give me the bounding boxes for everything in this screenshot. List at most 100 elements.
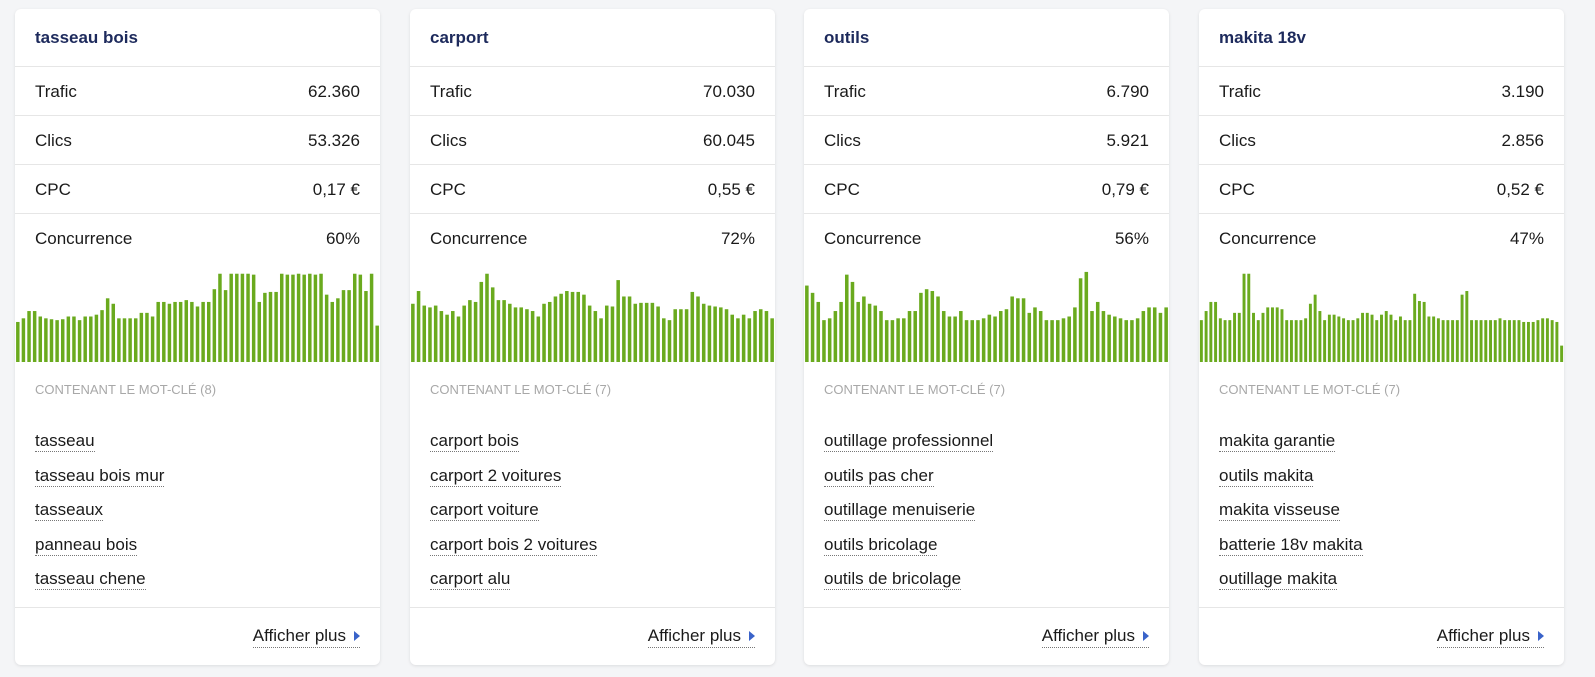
keyword-link[interactable]: tasseau chene	[35, 569, 146, 590]
trend-bar	[1073, 307, 1077, 362]
trend-bar	[1304, 318, 1308, 362]
trend-bar	[964, 320, 969, 362]
trend-bar	[156, 301, 160, 362]
keyword-link[interactable]: outils bricolage	[824, 534, 938, 556]
trend-bar	[1214, 301, 1218, 362]
show-more-link[interactable]: Afficher plus	[647, 626, 755, 648]
trend-bar	[1095, 301, 1100, 362]
trend-bar	[736, 318, 740, 362]
list-item: outils pas cher	[824, 459, 1149, 494]
trend-bar	[890, 320, 895, 362]
arrow-right-icon	[1538, 630, 1544, 641]
trend-bar	[1408, 320, 1412, 362]
trend-bar	[862, 296, 866, 362]
trend-bar	[690, 291, 695, 362]
show-more-link[interactable]: Afficher plus	[1436, 626, 1544, 648]
trend-bar	[764, 311, 769, 362]
trend-bar	[582, 294, 586, 362]
show-more-link[interactable]: Afficher plus	[1041, 626, 1149, 648]
trend-bar	[145, 312, 149, 362]
keyword-link[interactable]: tasseau	[35, 431, 95, 452]
trend-bar	[184, 300, 189, 362]
keyword-link[interactable]: carport bois 2 voitures	[430, 534, 598, 556]
trend-bar	[89, 316, 93, 362]
show-more-label: Afficher plus	[252, 625, 346, 645]
metric-value: 47%	[1509, 229, 1544, 248]
trend-bar	[375, 325, 379, 362]
keyword-link[interactable]: panneau bois	[35, 534, 138, 556]
trend-bar	[178, 301, 183, 362]
keyword-link[interactable]: outils makita	[1219, 465, 1314, 487]
trend-bar	[839, 301, 843, 362]
trend-bar	[1493, 320, 1497, 362]
trend-bar	[924, 289, 929, 362]
trend-bar	[644, 302, 649, 362]
metric-value: 0,52 €	[1496, 180, 1544, 199]
metric-label: Clics	[35, 131, 72, 150]
keyword-link[interactable]: makita garantie	[1219, 431, 1336, 452]
keyword-link[interactable]: outillage professionnel	[824, 431, 994, 452]
trend-bar	[576, 291, 581, 362]
trend-bar	[1455, 320, 1459, 362]
trend-bar	[525, 309, 529, 362]
trend-bar	[1413, 293, 1417, 362]
trend-sparkline	[805, 271, 1168, 362]
list-item: tasseaux	[35, 493, 360, 528]
trend-bar	[639, 302, 643, 362]
trend-bar	[1484, 320, 1488, 362]
trend-bar	[1228, 320, 1232, 362]
trend-bar	[1033, 307, 1037, 362]
trend-bar	[1164, 307, 1168, 362]
keyword-link[interactable]: batterie 18v makita	[1219, 534, 1363, 556]
trend-bar	[223, 290, 228, 362]
trend-bar	[173, 301, 177, 362]
keyword-link[interactable]: outils de bricolage	[824, 569, 962, 590]
show-more-link[interactable]: Afficher plus	[252, 625, 360, 648]
trend-bar	[268, 291, 273, 362]
trend-bar	[1555, 321, 1559, 362]
trend-bar	[1237, 312, 1241, 362]
metric-label: CPC	[824, 180, 860, 199]
metric-label: Clics	[824, 131, 861, 150]
list-item: panneau bois	[35, 528, 360, 563]
trend-bar	[673, 309, 677, 362]
trend-bar	[206, 301, 211, 362]
keyword-link[interactable]: carport bois	[430, 431, 519, 452]
trend-bar	[936, 296, 940, 362]
trend-bar	[1318, 311, 1322, 362]
keyword-link[interactable]: outillage makita	[1219, 569, 1338, 590]
keyword-link[interactable]: outils pas cher	[824, 465, 934, 487]
trend-bar	[1147, 307, 1151, 362]
keyword-link[interactable]: outillage menuiserie	[824, 500, 976, 521]
trend-bar	[330, 301, 335, 362]
trend-bar	[439, 311, 444, 362]
metric-value: 2.856	[1501, 131, 1544, 150]
trend-bar	[662, 318, 666, 362]
keyword-link[interactable]: carport 2 voitures	[430, 465, 562, 487]
trend-bar	[1356, 318, 1360, 362]
keyword-link[interactable]: makita visseuse	[1219, 500, 1340, 521]
card-title: outils	[804, 9, 1169, 67]
trend-bar	[719, 307, 723, 362]
metric-value: 60%	[325, 229, 360, 248]
keyword-link[interactable]: carport voiture	[430, 500, 539, 521]
trend-bar	[1398, 316, 1402, 362]
trend-bar	[150, 316, 155, 362]
trend-bar	[1130, 320, 1134, 362]
trend-bar	[1090, 311, 1094, 362]
trend-bar	[1446, 320, 1450, 362]
trend-bar	[1141, 311, 1146, 362]
trend-bar	[411, 303, 415, 362]
trend-bar	[1361, 312, 1365, 362]
trend-bar	[139, 312, 144, 362]
keyword-link[interactable]: tasseaux	[35, 500, 104, 521]
keyword-link[interactable]: carport alu	[430, 569, 511, 590]
keyword-link[interactable]: tasseau bois mur	[35, 465, 165, 487]
trend-bar	[1531, 321, 1535, 362]
trend-bar	[816, 301, 821, 362]
trend-bar	[1252, 312, 1255, 362]
trend-bar	[1294, 320, 1298, 362]
trend-bar	[1508, 320, 1511, 362]
metric-value: 6.790	[1106, 82, 1149, 101]
